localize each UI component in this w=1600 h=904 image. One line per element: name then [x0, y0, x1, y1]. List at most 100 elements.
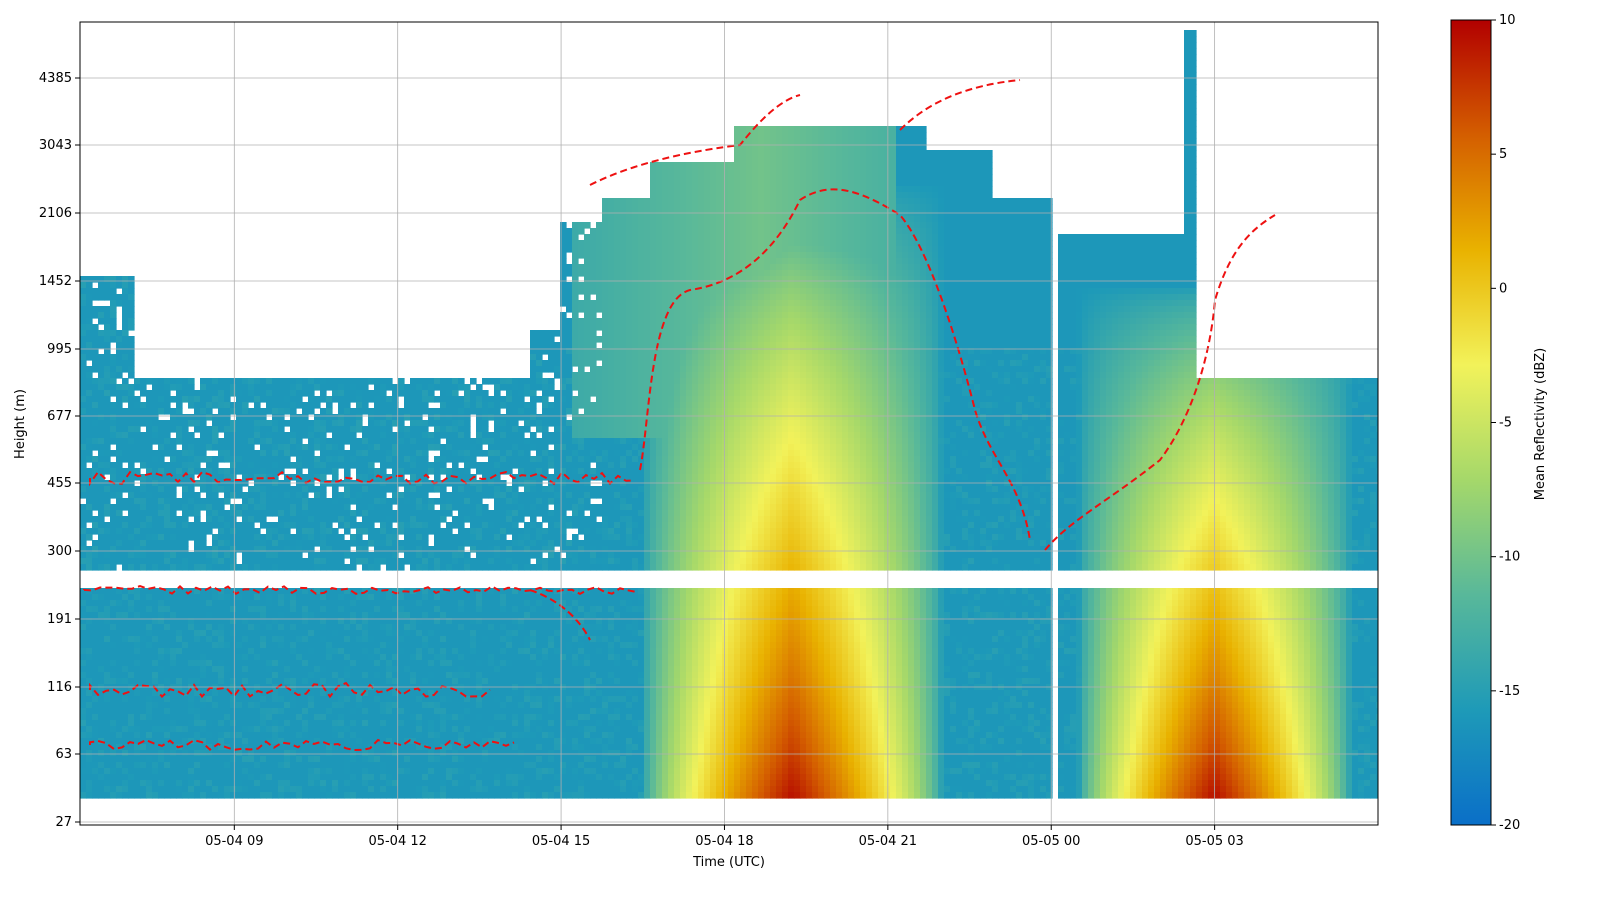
heatmap-cell — [338, 672, 345, 679]
heatmap-cell — [452, 756, 459, 763]
heatmap-cell — [86, 768, 93, 775]
heatmap-cell — [404, 390, 411, 397]
heatmap-cell — [236, 666, 243, 673]
heatmap-cell — [518, 432, 525, 439]
heatmap-cell — [212, 432, 219, 439]
heatmap-cell — [116, 546, 123, 553]
heatmap-cell — [212, 588, 219, 595]
heatmap-cell — [182, 720, 189, 727]
heatmap-cell — [362, 378, 369, 385]
heatmap-cell — [200, 618, 207, 625]
heatmap-cell — [218, 414, 225, 421]
heatmap-cell — [116, 714, 123, 721]
heatmap-cell — [422, 678, 429, 685]
heatmap-cell — [194, 552, 201, 559]
heatmap-cell — [356, 780, 363, 787]
heatmap-cell — [410, 474, 417, 481]
heatmap-cell — [404, 522, 411, 529]
heatmap-cell — [344, 732, 351, 739]
heatmap-cell — [470, 486, 477, 493]
heatmap-cell — [464, 792, 471, 799]
heatmap-cell — [230, 384, 237, 391]
heatmap-cell — [344, 624, 351, 631]
heatmap-cell — [404, 660, 411, 667]
heatmap-cell — [332, 618, 339, 625]
heatmap-cell — [260, 774, 267, 781]
heatmap-cell — [176, 720, 183, 727]
heatmap-cell — [488, 396, 495, 403]
heatmap-cell — [506, 486, 513, 493]
heatmap-cell — [494, 462, 501, 469]
heatmap-cell — [332, 666, 339, 673]
heatmap-cell — [524, 414, 531, 421]
heatmap-cell — [242, 714, 249, 721]
heatmap-cell — [428, 420, 435, 427]
heatmap-cell — [140, 486, 147, 493]
heatmap-cell — [116, 612, 123, 619]
heatmap-cell — [440, 426, 447, 433]
heatmap-cell — [236, 414, 243, 421]
heatmap-cell — [98, 558, 105, 565]
heatmap-cell — [524, 786, 531, 793]
heatmap-cell — [404, 714, 411, 721]
heatmap-cell — [260, 594, 267, 601]
heatmap-cell — [236, 606, 243, 613]
heatmap-cell — [248, 648, 255, 655]
heatmap-cell — [170, 396, 177, 403]
heatmap-cell — [260, 618, 267, 625]
heatmap-cell — [206, 762, 213, 769]
heatmap-cell — [284, 786, 291, 793]
heatmap-cell — [164, 528, 171, 535]
heatmap-cell — [146, 648, 153, 655]
heatmap-cell — [206, 378, 213, 385]
heatmap-cell — [254, 564, 261, 571]
heatmap-cell — [470, 708, 477, 715]
heatmap-cell — [398, 498, 405, 505]
heatmap-cell — [422, 720, 429, 727]
heatmap-cell — [482, 678, 489, 685]
heatmap-cell — [116, 384, 123, 391]
heatmap-cell — [80, 528, 87, 535]
heatmap-cell — [248, 384, 255, 391]
heatmap-cell — [494, 648, 501, 655]
heatmap-cell — [314, 618, 321, 625]
heatmap-cell — [386, 462, 393, 469]
heatmap-cell — [284, 492, 291, 499]
heatmap-cell — [464, 750, 471, 757]
heatmap-cell — [80, 660, 87, 667]
heatmap-cell — [86, 744, 93, 751]
heatmap-cell — [332, 546, 339, 553]
heatmap-cell — [80, 606, 87, 613]
heatmap-cell — [410, 654, 417, 661]
heatmap-cell — [92, 612, 99, 619]
heatmap-cell — [260, 762, 267, 769]
heatmap-cell — [284, 708, 291, 715]
heatmap-cell — [500, 612, 507, 619]
heatmap-cell — [380, 624, 387, 631]
heatmap-cell — [206, 630, 213, 637]
heatmap-cell — [278, 420, 285, 427]
heatmap-cell — [182, 558, 189, 565]
heatmap-cell — [224, 510, 231, 517]
heatmap-cell — [146, 414, 153, 421]
heatmap-cell — [440, 726, 447, 733]
heatmap-cell — [200, 606, 207, 613]
heatmap-cell — [86, 282, 93, 289]
heatmap-cell — [260, 654, 267, 661]
heatmap-cell — [92, 654, 99, 661]
heatmap-cell — [386, 780, 393, 787]
heatmap-cell — [116, 594, 123, 601]
heatmap-cell — [224, 522, 231, 529]
heatmap-cell — [80, 468, 87, 475]
heatmap-cell — [110, 750, 117, 757]
heatmap-cell — [206, 438, 213, 445]
heatmap-cell — [500, 498, 507, 505]
heatmap-cell — [476, 534, 483, 541]
heatmap-cell — [308, 546, 315, 553]
heatmap-cell — [122, 756, 129, 763]
heatmap-cell — [116, 444, 123, 451]
heatmap-cell — [86, 468, 93, 475]
heatmap-cell — [308, 750, 315, 757]
heatmap-cell — [206, 408, 213, 415]
heatmap-cell — [368, 438, 375, 445]
